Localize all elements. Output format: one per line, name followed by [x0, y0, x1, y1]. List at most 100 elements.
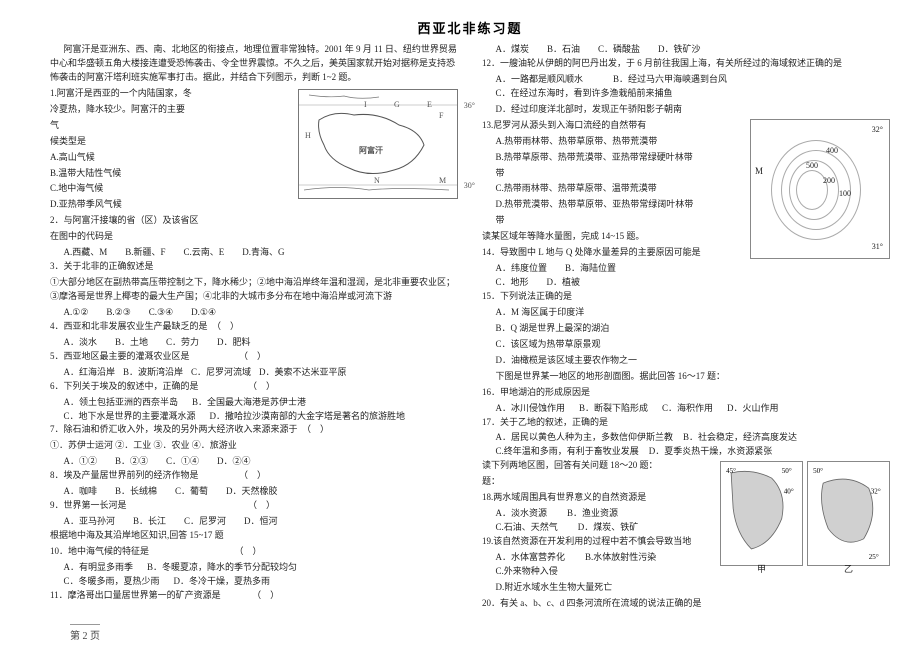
q2-c: C.云南、E — [184, 246, 225, 260]
q3-b: B.②③ — [106, 306, 130, 320]
q19-c: C.外来物种入侵 — [482, 565, 890, 579]
q6-b: B．全国最大海港是苏伊士港 — [192, 396, 306, 410]
q12-d: D．经过印度洋北部时，发现正午骄阳影子朝南 — [482, 103, 890, 117]
q19-d: D.附近水域水生生物大量死亡 — [482, 581, 890, 595]
map-yi: 50° 25° 32° 乙 — [807, 461, 890, 566]
q10-c: C．冬暖多雨，夏热少雨 — [64, 575, 160, 589]
q4-b: B．土地 — [115, 336, 148, 350]
q3-c: C.③④ — [149, 306, 173, 320]
q17-d: D．夏季炎热干燥，水资源紧张 — [649, 445, 773, 459]
q15-a: A．M 海区属于印度洋 — [482, 306, 890, 320]
svg-text:50°: 50° — [782, 467, 792, 475]
left-column: 阿富汗是亚洲东、西、南、北地区的衔接点，地理位置非常独特。2001 年 9 月 … — [50, 43, 458, 613]
q7-list: ①．苏伊士运河 ②．工业 ③．农业 ④．旅游业 — [50, 439, 458, 453]
columns: 阿富汗是亚洲东、西、南、北地区的衔接点，地理位置非常独特。2001 年 9 月 … — [50, 43, 890, 613]
q18-c: C.石油、天然气 — [496, 521, 558, 535]
q2-options: A.西藏、M B.新疆、F C.云南、E D.青海、G — [64, 246, 459, 260]
map-label-i: I — [364, 99, 367, 111]
q8-b: B．长绒棉 — [115, 485, 157, 499]
q18-cd: C.石油、天然气 D．煤炭、铁矿 — [496, 521, 717, 535]
q10-stem: 10．地中海气候的特征是 （ ） — [50, 545, 458, 559]
q20-stem: 20．有关 a、b、c、d 四条河流所在流域的说法正确的是 — [482, 597, 890, 611]
q6-c: C．地下水是世界的主要灌溉水源 — [64, 410, 196, 424]
q8-d: D．天然橡胶 — [226, 485, 278, 499]
q17-b: B．社会稳定，经济高度发达 — [683, 431, 797, 445]
q11-options: A．煤炭 B．石油 C．磷酸盐 D．铁矿沙 — [496, 43, 891, 57]
q7-stem: 7．除石油和侨汇收入外，埃及的另外两大经济收入来源来源于 （ ） — [50, 423, 458, 437]
q18-ab: A．淡水资源 B．渔业资源 — [496, 507, 717, 521]
q8-options: A．咖啡 B．长绒棉 C．葡萄 D．天然橡胶 — [64, 485, 459, 499]
q6-ab: A．领土包括亚洲的西奈半岛 B．全国最大海港是苏伊士港 — [64, 396, 459, 410]
q12-a: A．一路都是顺风顺水 — [496, 73, 584, 87]
map-label-m: M — [439, 175, 446, 187]
afghanistan-map: 阿富汗 I G E F H N M 36° 30° — [298, 89, 458, 199]
q9-d: D．恒河 — [244, 515, 278, 529]
q3-body: ①大部分地区在副热带高压带控制之下，降水稀少；②地中海沿岸终年温和湿润，是北非重… — [50, 276, 458, 304]
q3-d: D.①④ — [191, 306, 216, 320]
q11-b: B．石油 — [547, 43, 580, 57]
q17-ab: A．居民以黄色人种为主，多数信仰伊斯兰教 B．社会稳定，经济高度发达 — [496, 431, 891, 445]
q18-b: B．渔业资源 — [567, 507, 618, 521]
q7-c: C．①④ — [166, 455, 199, 469]
q19-ab: A．水体富营养化 B.水体放射性污染 — [496, 551, 717, 565]
two-region-maps: 45° 50° 40° 甲 50° 25° 32° 乙 — [720, 461, 890, 566]
svg-text:32°: 32° — [871, 488, 881, 496]
map-label-e: E — [427, 99, 432, 111]
q11-c: C．磷酸盐 — [598, 43, 640, 57]
q19-b: B.水体放射性污染 — [585, 551, 656, 565]
doc-title: 西亚北非练习题 — [50, 18, 890, 37]
q8-a: A．咖啡 — [64, 485, 98, 499]
q17-c: C.终年温和多雨，有利于畜牧业发展 — [496, 445, 639, 459]
page: 西亚北非练习题 阿富汗是亚洲东、西、南、北地区的衔接点，地理位置非常独特。200… — [0, 0, 920, 650]
q16-options: A．冰川侵蚀作用 B．断裂下陷形成 C．海积作用 D．火山作用 — [496, 402, 891, 416]
right-column: A．煤炭 B．石油 C．磷酸盐 D．铁矿沙 12．一艘油轮从伊朗的阿巴丹出发，于… — [482, 43, 890, 613]
q10-b: B．冬暖夏凉，降水的季节分配较均匀 — [147, 561, 297, 575]
q7-d: D．②④ — [217, 455, 251, 469]
q5-options: A．红海沿岸 B．波斯湾沿岸 C．尼罗河流域 D．美索不达米亚平原 — [64, 366, 459, 380]
q3-a: A.①② — [64, 306, 89, 320]
q7-a: A．①② — [64, 455, 98, 469]
q16-stem: 16．甲地湖泊的形成原因是 — [482, 386, 890, 400]
q2-stem2: 在图中的代码是 — [50, 230, 458, 244]
q5-c: C．尼罗河流域 — [191, 366, 251, 380]
q6-cd: C．地下水是世界的主要灌溉水源 D．撒哈拉沙漠南部的大金字塔是著名的旅游胜地 — [64, 410, 459, 424]
svg-text:50°: 50° — [813, 467, 823, 475]
svg-text:25°: 25° — [869, 553, 879, 561]
q5-a: A．红海沿岸 — [64, 366, 116, 380]
map-jia: 45° 50° 40° 甲 — [720, 461, 803, 566]
map-label-n: N — [374, 175, 380, 187]
q4-d: D．肥料 — [217, 336, 251, 350]
intro-paragraph: 阿富汗是亚洲东、西、南、北地区的衔接点，地理位置非常独特。2001 年 9 月 … — [50, 43, 458, 85]
q14-a: A．纬度位置 — [496, 262, 548, 276]
q16-intro: 下图是世界某一地区的地形剖面图。据此回答 16～17 题： — [482, 370, 890, 384]
map-label-f: F — [439, 110, 443, 122]
q14-cd: C．地形 D．植被 — [496, 276, 891, 290]
q10-cd: C．冬暖多雨，夏热少雨 D．冬冷干燥，夏热多雨 — [64, 575, 459, 589]
precipitation-map: 32° 31° M 100 200 500 400 — [750, 119, 890, 259]
q16-b: B．断裂下陷形成 — [579, 402, 648, 416]
q9-stem: 9．世界第一长河是 （ ） — [50, 499, 458, 513]
q8-stem: 8．埃及产量居世界前列的经济作物是 （ ） — [50, 469, 458, 483]
q10-a: A．有明显多雨季 — [64, 561, 134, 575]
svg-text:45°: 45° — [726, 467, 736, 475]
q11-a: A．煤炭 — [496, 43, 530, 57]
q16-c: C．海积作用 — [662, 402, 713, 416]
q12-stem: 12．一艘油轮从伊朗的阿巴丹出发，于 6 月前往我国上海，有关所经过的海域叙述正… — [482, 57, 890, 71]
q10-ab: A．有明显多雨季 B．冬暖夏凉，降水的季节分配较均匀 — [64, 561, 459, 575]
q2-stem: 2．与阿富汗接壤的省（区）及该省区 — [50, 214, 458, 228]
q5-b: B．波斯湾沿岸 — [123, 366, 183, 380]
page-footer: 第 2 页 — [70, 624, 100, 642]
q12-ab: A．一路都是顺风顺水 B．经过马六甲海峡遇到台风 — [496, 73, 891, 87]
map-lat2: 30° — [464, 180, 475, 192]
q10-d: D．冬冷干燥，夏热多雨 — [174, 575, 271, 589]
q18-d: D．煤炭、铁矿 — [578, 521, 639, 535]
map-lat1: 36° — [464, 100, 475, 112]
q15-stem: 15．下列说法正确的是 — [482, 290, 890, 304]
q4-stem: 4．西亚和北非发展农业生产最缺乏的是 （ ） — [50, 320, 458, 334]
q16-d: D．火山作用 — [727, 402, 779, 416]
q3-options: A.①② B.②③ C.③④ D.①④ — [64, 306, 459, 320]
map-label-g: G — [394, 99, 400, 111]
q6-stem: 6．下列关于埃及的叙述中，正确的是 （ ） — [50, 380, 458, 394]
q6-a: A．领土包括亚洲的西奈半岛 — [64, 396, 179, 410]
q6-d: D．撒哈拉沙漠南部的大金字塔是著名的旅游胜地 — [210, 410, 406, 424]
